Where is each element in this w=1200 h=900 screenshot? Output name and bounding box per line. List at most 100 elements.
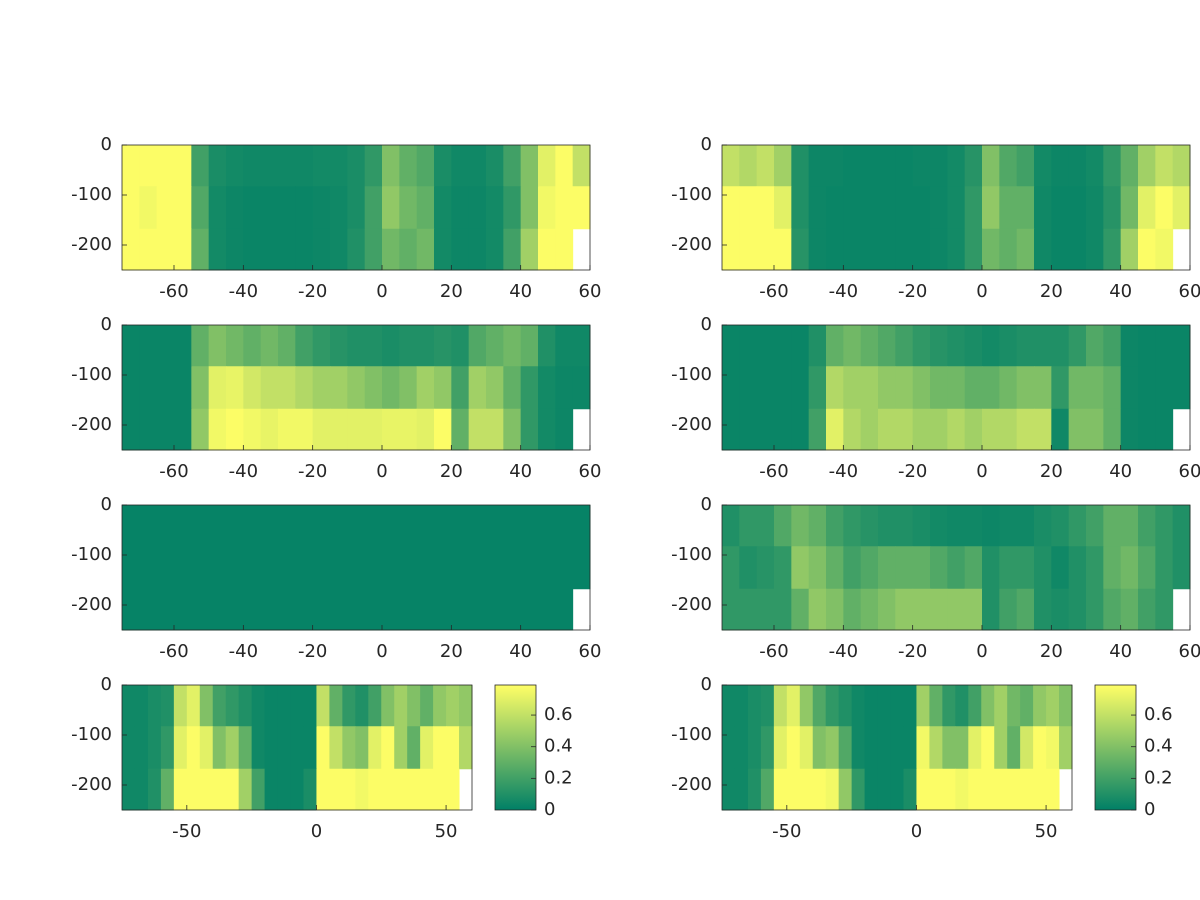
heatmap-cell	[122, 325, 140, 367]
heatmap-cell	[134, 685, 149, 727]
heatmap-cell	[878, 186, 896, 230]
heatmap-cell	[538, 546, 556, 590]
heatmap-cell	[173, 726, 188, 770]
heatmap-cell	[174, 228, 192, 271]
heatmap-cell	[295, 408, 314, 451]
heatmap-cell	[312, 546, 331, 590]
heatmap-cell	[381, 726, 395, 770]
heatmap-cell	[999, 228, 1018, 271]
x-tick-label: 60	[579, 641, 602, 662]
heatmap-cell	[1086, 325, 1104, 367]
heatmap-cell	[278, 588, 296, 631]
heatmap-cell	[1172, 366, 1191, 410]
heatmap-cell	[191, 325, 210, 367]
heatmap-cell	[964, 366, 983, 410]
heatmap-cell	[912, 366, 931, 410]
heatmap-cell	[134, 726, 149, 770]
heatmap-cell	[407, 685, 421, 727]
heatmap-cell	[260, 186, 279, 230]
heatmap-cell	[756, 325, 775, 367]
heatmap-cell	[329, 726, 343, 770]
heatmap-cell	[160, 768, 175, 811]
x-tick-label: 0	[376, 281, 387, 302]
heatmap-cell	[173, 768, 188, 811]
heatmap-cell	[226, 408, 244, 451]
heatmap-cell	[186, 685, 201, 727]
heatmap-cell	[243, 366, 262, 410]
heatmap-cell	[243, 546, 262, 590]
x-tick-label: 0	[376, 461, 387, 482]
heatmap-cell	[434, 186, 452, 230]
heatmap-cell	[520, 145, 539, 187]
heatmap-cell	[260, 408, 279, 451]
heatmap-cell	[420, 726, 434, 770]
x-tick-label: 0	[976, 281, 987, 302]
heatmap-cell	[1034, 366, 1052, 410]
y-tick-label: -200	[671, 594, 712, 615]
heatmap-cell	[760, 726, 775, 770]
heatmap-cell	[895, 505, 914, 547]
x-tick-label: -60	[159, 461, 188, 482]
heatmap-cell	[264, 768, 279, 811]
heatmap-cell	[347, 505, 366, 547]
heatmap-cell	[734, 685, 749, 727]
heatmap-cell	[434, 505, 452, 547]
x-tick-label: 60	[1179, 461, 1200, 482]
heatmap-cell	[251, 726, 266, 770]
heatmap-cell	[1034, 186, 1052, 230]
heatmap-cell	[191, 228, 210, 271]
heatmap-cell	[1172, 505, 1191, 547]
heatmap-cell	[156, 325, 175, 367]
heatmap-cell	[860, 505, 879, 547]
heatmap-cell	[451, 228, 470, 271]
heatmap-cell	[982, 546, 1000, 590]
heatmap-cell	[520, 186, 539, 230]
heatmap-cell	[416, 186, 435, 230]
heatmap-cell	[760, 768, 775, 811]
heatmap-cell	[791, 145, 810, 187]
heatmap-cell	[122, 588, 140, 631]
heatmap-cell	[722, 325, 740, 367]
heatmap-cell	[1120, 228, 1139, 271]
heatmap-cell	[316, 768, 330, 811]
heatmap-cell	[278, 228, 296, 271]
heatmap-cell	[774, 408, 792, 451]
heatmap-cell	[451, 366, 470, 410]
heatmap-cell	[947, 408, 966, 451]
heatmap-cell	[212, 685, 227, 727]
heatmap-cell	[364, 366, 383, 410]
heatmap-cell	[451, 408, 470, 451]
heatmap-cell	[186, 768, 201, 811]
heatmap-cell	[312, 588, 331, 631]
heatmap-cell	[364, 325, 383, 367]
heatmap-cell	[173, 685, 188, 727]
heatmap-cell	[199, 768, 214, 811]
heatmap-cell	[174, 366, 192, 410]
y-tick-label: 0	[101, 314, 112, 335]
heatmap-cell	[278, 408, 296, 451]
heatmap-cell	[808, 408, 827, 451]
heatmap-cell	[139, 366, 158, 410]
heatmap-cell	[468, 228, 487, 271]
heatmap-cell	[1007, 768, 1021, 811]
heatmap-cell	[174, 145, 192, 187]
x-tick-label: 20	[1040, 461, 1063, 482]
heatmap-cell	[208, 186, 227, 230]
heatmap-cell	[982, 325, 1000, 367]
heatmap-cell	[916, 726, 930, 770]
heatmap-cell	[791, 228, 810, 271]
heatmap-cell	[1103, 325, 1122, 367]
heatmap-cell	[1086, 366, 1104, 410]
heatmap-cell	[122, 505, 140, 547]
heatmap-cell	[964, 228, 983, 271]
heatmap-cell	[1155, 546, 1174, 590]
heatmap-cell	[226, 366, 244, 410]
heatmap-cell	[903, 768, 917, 811]
heatmap-cell	[982, 145, 1000, 187]
heatmap-cell	[1020, 685, 1034, 727]
heatmap-cell	[122, 408, 140, 451]
y-tick-label: -200	[71, 414, 112, 435]
heatmap-cell	[739, 588, 758, 631]
heatmap-cell	[799, 726, 814, 770]
heatmap-cell	[999, 366, 1018, 410]
